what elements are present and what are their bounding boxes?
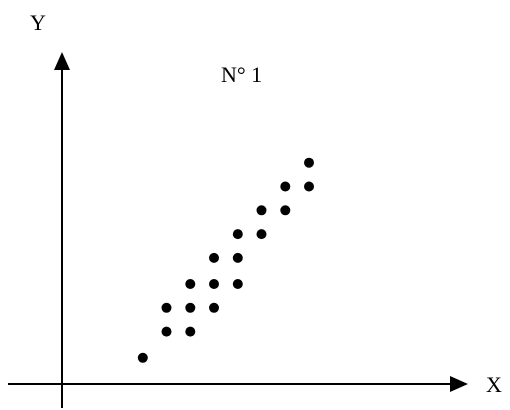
x-axis-label: X [486, 372, 502, 397]
data-points [137, 157, 314, 363]
data-point-2 [161, 326, 172, 337]
data-point-4 [185, 326, 196, 337]
data-point-12 [232, 229, 243, 240]
data-point-8 [209, 279, 219, 289]
data-point-1 [137, 352, 148, 363]
data-point-16 [280, 181, 291, 192]
data-point-3 [161, 302, 172, 313]
data-point-15 [280, 205, 291, 216]
data-point-18 [304, 157, 314, 168]
data-point-14 [256, 205, 267, 216]
data-point-7 [209, 302, 219, 313]
data-point-9 [209, 252, 219, 263]
y-axis-arrow [54, 52, 70, 70]
data-point-6 [185, 279, 196, 289]
data-point-5 [185, 302, 196, 313]
x-axis-arrow [450, 376, 468, 392]
data-point-13 [256, 229, 267, 240]
data-point-17 [304, 181, 314, 192]
data-point-10 [232, 279, 243, 289]
data-point-11 [232, 252, 243, 263]
chart-title: N° 1 [221, 62, 262, 87]
y-axis-label: Y [30, 10, 46, 35]
